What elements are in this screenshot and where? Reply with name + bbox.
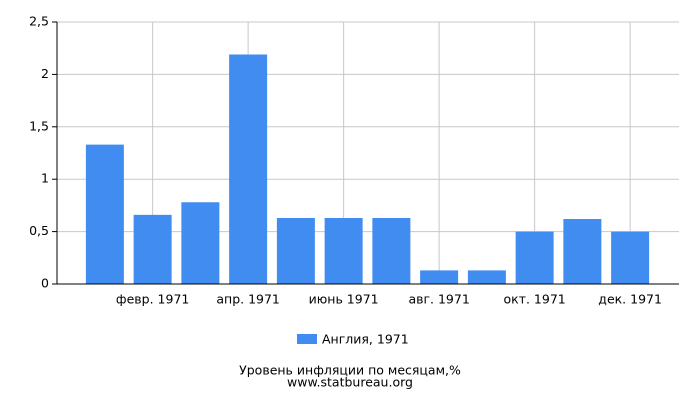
y-tick-label: 2 xyxy=(41,66,49,81)
y-tick-label: 1,5 xyxy=(29,118,49,133)
bar xyxy=(611,231,650,284)
legend-swatch xyxy=(297,334,317,344)
y-tick-label: 1 xyxy=(41,171,49,186)
bar xyxy=(181,202,220,284)
bar xyxy=(515,231,554,284)
bar xyxy=(229,54,268,284)
bar xyxy=(563,219,602,284)
x-tick-label: дек. 1971 xyxy=(598,292,662,307)
bar xyxy=(276,217,315,284)
bar xyxy=(372,217,411,284)
chart-title: Уровень инфляции по месяцам,% xyxy=(239,363,461,378)
x-tick-label: июнь 1971 xyxy=(309,292,379,307)
y-tick-label: 0 xyxy=(41,276,49,291)
bar xyxy=(467,270,506,284)
bar xyxy=(133,214,172,284)
bar xyxy=(85,144,124,284)
x-tick-label: окт. 1971 xyxy=(504,292,566,307)
chart-subtitle: www.statbureau.org xyxy=(287,375,413,390)
y-tick-label: 2,5 xyxy=(29,14,49,29)
x-tick-label: апр. 1971 xyxy=(216,292,280,307)
legend-label: Англия, 1971 xyxy=(322,332,409,347)
bar xyxy=(324,217,363,284)
y-tick-label: 0,5 xyxy=(29,223,49,238)
x-tick-label: февр. 1971 xyxy=(116,292,189,307)
bar xyxy=(420,270,459,284)
x-tick-label: авг. 1971 xyxy=(408,292,469,307)
